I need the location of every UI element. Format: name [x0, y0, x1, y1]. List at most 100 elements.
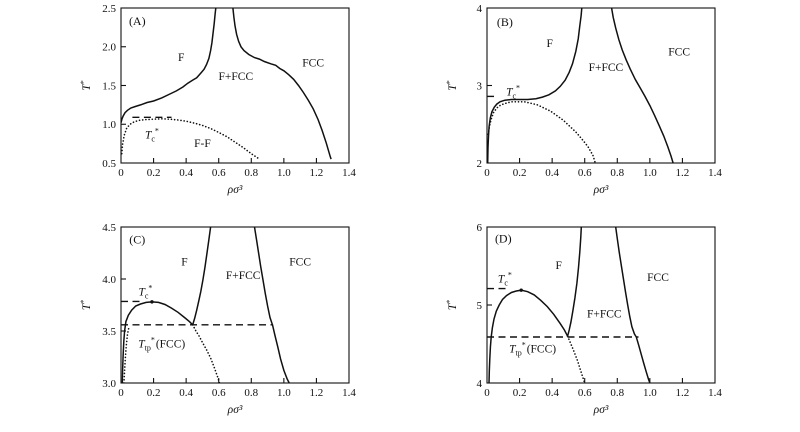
panel-D-region-label-F: F — [555, 260, 561, 272]
panel-C-x-tick-label: 1.0 — [277, 387, 291, 399]
panel-A-melting-line — [232, 8, 332, 160]
panel-C-melting-line — [253, 227, 290, 383]
panel-B-x-tick-label: 0.6 — [578, 167, 592, 179]
panel-A-x-tick-label: 1.4 — [342, 167, 356, 179]
panel-C-x-tick-label: 0.8 — [244, 387, 258, 399]
panel-A-x-tick-label: 0.8 — [244, 167, 258, 179]
panel-A-y-tick-label: 1.5 — [102, 80, 116, 92]
panel-D-fluid-fluid-dome — [488, 289, 569, 383]
panel-D-freezing-line — [566, 227, 583, 337]
panel-C-freezing-line — [191, 227, 212, 326]
panel-A-y-axis-label: T* — [79, 80, 93, 90]
panel-C-x-tick-label: 1.4 — [342, 387, 356, 399]
panel-C-region-label-F-FCC: F+FCC — [226, 270, 261, 282]
panel-D-metastable-binodal-right — [566, 335, 586, 383]
panel-D-y-tick-label: 5 — [477, 300, 483, 312]
panel-D-x-tick-label: 1.2 — [676, 387, 690, 399]
panel-B-y-axis-label: T* — [445, 80, 459, 90]
panel-B-x-tick-label: 0.8 — [610, 167, 624, 179]
panel-C-x-tick-label: 0.6 — [212, 387, 226, 399]
panel-B-x-axis-label: ρσ³ — [593, 184, 609, 196]
panel-D-triple-point-label: Ttp*(FCC) — [509, 341, 556, 358]
panel-B-freezing-line — [487, 8, 583, 163]
panel-B-region-label-FCC: FCC — [668, 46, 690, 58]
panel-A-x-tick-label: 0.6 — [212, 167, 226, 179]
panel-C-y-tick-label: 3.5 — [102, 326, 116, 338]
panel-D-x-tick-label: 0.4 — [545, 387, 559, 399]
panel-C-panel-letter: (C) — [129, 232, 145, 246]
panel-C-critical-temperature-label: Tc* — [138, 283, 152, 300]
panel-A-x-tick-label: 1.2 — [310, 167, 324, 179]
panel-D-melting-line — [614, 227, 651, 383]
panel-C-region-label-FCC: FCC — [289, 256, 311, 268]
panel-C-x-tick-label: 0 — [118, 387, 124, 399]
panel-A-region-label-F: F — [178, 52, 184, 64]
panel-B-x-tick-label: 1.0 — [643, 167, 657, 179]
panel-D-x-tick-label: 1.4 — [708, 387, 722, 399]
panel-B: 0 0.2 0.4 0.6 0.8 1.0 1.2 1.4 2 3 4 ρσ³ T* (B) F F+FCC F… — [445, 3, 722, 196]
panel-C-y-tick-label: 4.0 — [102, 274, 116, 286]
panel-A-region-label-F-F: F-F — [194, 138, 211, 150]
panel-C-critical-point — [150, 300, 154, 304]
panel-B-y-tick-label: 4 — [477, 3, 483, 15]
panel-C-x-tick-label: 0.2 — [147, 387, 161, 399]
panel-A-y-tick-label: 2.5 — [102, 3, 116, 15]
panel-A-y-tick-label: 2.0 — [102, 42, 116, 54]
panel-B-region-label-F: F — [546, 38, 552, 50]
panel-A-x-tick-label: 0 — [118, 167, 124, 179]
panel-D-x-tick-label: 0 — [484, 387, 490, 399]
panel-D-x-tick-label: 0.6 — [578, 387, 592, 399]
panel-C-x-tick-label: 0.4 — [179, 387, 193, 399]
panel-A-frame — [120, 7, 350, 164]
panel-D-y-axis-label: T* — [445, 300, 459, 310]
panel-A-critical-temperature-label: Tc* — [145, 126, 159, 143]
panel-A-x-axis-label: ρσ³ — [227, 184, 243, 196]
panel-D-x-tick-label: 0.8 — [610, 387, 624, 399]
panel-A-region-label-F-FCC: F+FCC — [219, 71, 254, 83]
panel-A-x-tick-label: 0.2 — [147, 167, 161, 179]
panel-C-triple-point-label: Ttp*(FCC) — [138, 335, 185, 352]
panel-A: 0 0.2 0.4 0.6 0.8 1.0 1.2 1.4 0.5 1.0 1.5 2.0 2.5 ρσ³… — [79, 3, 356, 196]
panel-A-x-tick-label: 0.4 — [179, 167, 193, 179]
panel-D: 0 0.2 0.4 0.6 0.8 1.0 1.2 1.4 4 5 6 ρσ³ T* (D) F F+FCC F… — [445, 222, 722, 416]
panel-D-panel-letter: (D) — [495, 232, 512, 246]
panel-C-x-axis-label: ρσ³ — [227, 404, 243, 416]
panel-D-y-tick-label: 6 — [477, 222, 483, 234]
panel-C-y-tick-label: 3.0 — [102, 378, 116, 390]
panel-C: 0 0.2 0.4 0.6 0.8 1.0 1.2 1.4 3.0 3.5 4.0 4.5 ρσ³ T* (… — [79, 222, 356, 416]
panel-A-fluid-fluid-binodal — [121, 117, 261, 160]
panel-C-region-label-F: F — [181, 256, 187, 268]
panel-B-fluid-fluid-binodal — [487, 101, 597, 163]
panel-A-y-tick-label: 1.0 — [102, 119, 116, 131]
panel-D-critical-temperature-label: Tc* — [498, 270, 512, 287]
panel-D-x-tick-label: 1.0 — [643, 387, 657, 399]
panel-D-critical-point — [519, 288, 523, 292]
panel-A-region-label-FCC: FCC — [302, 57, 324, 69]
panel-C-metastable-binodal-right — [191, 324, 221, 383]
panel-C-y-tick-label: 4.5 — [102, 222, 116, 234]
panel-B-y-tick-label: 3 — [477, 80, 483, 92]
panel-B-panel-letter: (B) — [497, 15, 513, 29]
panel-B-x-tick-label: 1.4 — [708, 167, 722, 179]
panel-C-frame — [120, 226, 350, 384]
panel-B-x-tick-label: 0.2 — [513, 167, 527, 179]
panel-C-y-axis-label: T* — [79, 300, 93, 310]
panel-D-x-axis-label: ρσ³ — [593, 404, 609, 416]
panel-C-fluid-fluid-dome — [121, 301, 194, 383]
panel-B-region-label-F-FCC: F+FCC — [589, 62, 624, 74]
panel-D-x-tick-label: 0.2 — [513, 387, 527, 399]
panel-B-x-tick-label: 1.2 — [676, 167, 690, 179]
panel-A-panel-letter: (A) — [129, 14, 146, 28]
panel-B-x-tick-label: 0.4 — [545, 167, 559, 179]
panel-B-frame — [486, 7, 716, 164]
panel-C-x-tick-label: 1.2 — [310, 387, 324, 399]
panel-A-x-tick-label: 1.0 — [277, 167, 291, 179]
panel-B-y-tick-label: 2 — [477, 158, 483, 170]
panel-D-y-tick-label: 4 — [477, 378, 483, 390]
panel-A-y-tick-label: 0.5 — [102, 158, 116, 170]
panel-D-region-label-F-FCC: F+FCC — [587, 309, 622, 321]
panel-B-melting-line — [610, 8, 674, 163]
panel-D-region-label-FCC: FCC — [647, 272, 669, 284]
